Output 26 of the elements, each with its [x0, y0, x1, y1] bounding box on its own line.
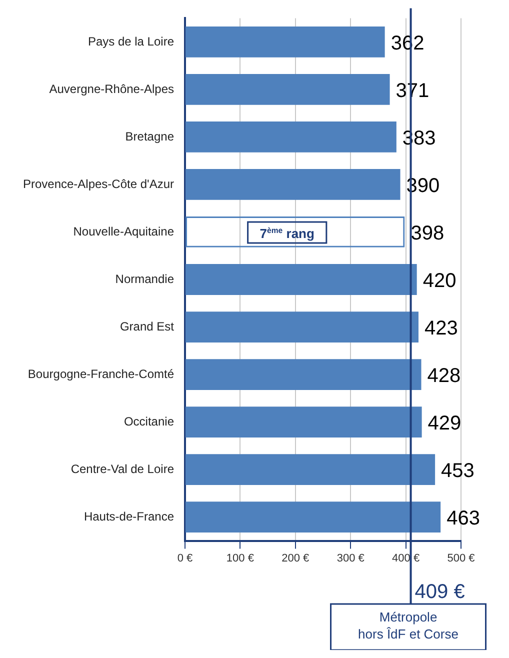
data-label: 398 — [410, 222, 444, 245]
y-tick-label: Bourgogne-Franche-Comté — [28, 366, 174, 381]
x-tick-label: 200 € — [282, 552, 310, 564]
y-tick-label: Normandie — [115, 272, 174, 286]
data-label: 428 — [427, 365, 461, 388]
y-tick-label: Bretagne — [125, 129, 174, 144]
y-tick-label: Occitanie — [124, 414, 174, 428]
data-label: 429 — [428, 412, 462, 435]
y-tick-label: Provence-Alpes-Côte d'Azur — [22, 176, 174, 191]
y-tick-label: Grand Est — [120, 319, 175, 334]
x-tick-label: 0 € — [177, 552, 193, 564]
y-tick-label: Hauts-de-France — [84, 509, 174, 524]
x-tick-label: 400 € — [392, 552, 420, 564]
y-tick-label: Nouvelle-Aquitaine — [73, 224, 174, 238]
data-label: 453 — [441, 460, 474, 482]
y-tick-label: Centre-Val de Loire — [70, 462, 174, 476]
y-tick-label: Auvergne-Rhône-Alpes — [49, 82, 174, 96]
y-tick-label: Pays de la Loire — [88, 34, 174, 48]
x-tick-label: 300 € — [336, 552, 364, 564]
x-tick-label: 100 € — [226, 552, 254, 564]
x-tick-label: 500 € — [447, 552, 475, 564]
ref-line-label: 409 € — [414, 581, 465, 603]
data-label: 420 — [422, 270, 456, 292]
text: Métropole hors ÎdF et Corse — [358, 610, 458, 642]
data-label: 463 — [446, 508, 480, 530]
data-label: 423 — [424, 318, 458, 340]
